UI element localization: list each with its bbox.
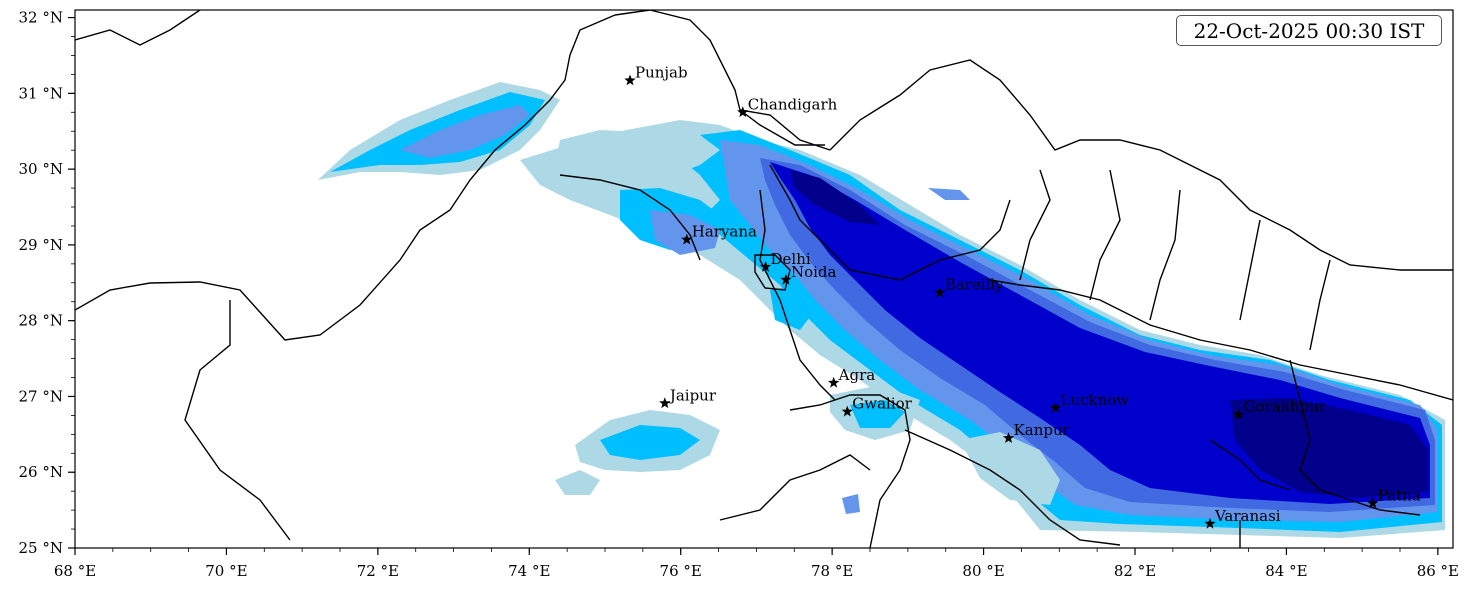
x-tick-label: 78 °E <box>811 562 853 580</box>
precip-south-patch-2 <box>555 470 600 495</box>
boundary-delhi <box>754 254 791 291</box>
precip-south-patch-1-mid <box>600 425 700 460</box>
city-star-icon <box>1002 432 1015 443</box>
y-tick-label: 28 °N <box>19 312 63 330</box>
city-label: Varanasi <box>1214 507 1281 525</box>
city-label: Chandigarh <box>748 95 838 113</box>
boundary-bihar <box>1289 359 1421 516</box>
boundary-mp-north <box>789 394 911 548</box>
boundary-lines <box>75 10 1453 548</box>
city-star-icon <box>934 286 946 298</box>
city-label: Jaipur <box>668 386 717 404</box>
boundary-nepal-internal-2 <box>1089 169 1121 301</box>
city-label: Agra <box>838 366 876 384</box>
boundary-mp-east <box>719 454 871 521</box>
y-axis: 25 °N 26 °N 27 °N 28 °N 29 °N 30 °N 31 °N 32 °N <box>19 9 75 557</box>
city-star-icon <box>1367 497 1379 509</box>
precip-noida-patch <box>770 285 815 330</box>
city-star-icon <box>1204 517 1216 529</box>
precip-nepal-streak <box>928 188 970 200</box>
timestamp-label: 22-Oct-2025 00:30 IST <box>1193 19 1425 43</box>
boundary-kashmir <box>614 10 831 151</box>
precip-level-6-core <box>1230 398 1428 498</box>
boundary-himachal <box>739 109 825 146</box>
city-star-icon <box>841 405 853 417</box>
city-star-icon <box>759 260 772 272</box>
x-tick-label: 84 °E <box>1265 562 1307 580</box>
y-tick-label: 32 °N <box>19 9 63 27</box>
x-tick-label: 86 °E <box>1417 562 1459 580</box>
x-axis: 68 °E 70 °E 72 °E 74 °E 76 °E 78 °E 80 °E 82 °E… <box>54 548 1459 580</box>
precip-west-streak-core <box>400 105 530 158</box>
x-tick-label: 70 °E <box>205 562 247 580</box>
boundary-rajasthan <box>184 300 291 541</box>
boundary-nepal-internal-4 <box>1239 219 1261 321</box>
x-tick-label: 68 °E <box>54 562 96 580</box>
y-tick-label: 25 °N <box>19 539 63 557</box>
x-tick-label: 82 °E <box>1114 562 1156 580</box>
city-star-icon <box>828 376 840 388</box>
precip-south-small <box>842 494 860 514</box>
y-tick-label: 29 °N <box>19 236 63 254</box>
city-label: Haryana <box>692 223 757 241</box>
precip-level-6-patch <box>790 170 880 225</box>
city-label: Noida <box>791 263 837 281</box>
city-star-icon <box>659 397 671 409</box>
boundary-nepal-internal-1 <box>1019 169 1051 281</box>
timestamp-box: 22-Oct-2025 00:30 IST <box>1176 15 1442 46</box>
x-tick-label: 80 °E <box>962 562 1004 580</box>
boundary-up-south <box>904 429 1121 546</box>
boundary-pakistan-west <box>75 14 616 341</box>
city-label: Punjab <box>635 63 688 81</box>
precip-agra-patch-mid <box>850 400 905 428</box>
city-label: Kanpur <box>1014 421 1071 439</box>
precip-haryana-blob <box>650 210 720 255</box>
city-star-icon <box>681 233 693 245</box>
city-label: Patna <box>1378 486 1421 504</box>
boundary-china <box>829 59 1453 271</box>
x-tick-label: 76 °E <box>660 562 702 580</box>
boundary-up-west <box>759 189 836 401</box>
city-star-icon <box>624 74 636 86</box>
precip-kanpur-patch <box>960 432 1060 505</box>
y-tick-label: 30 °N <box>19 160 63 178</box>
city-label: Gwalior <box>852 395 912 413</box>
city-star-icon <box>780 273 792 285</box>
plot-frame <box>74 9 1454 549</box>
city-label: Bareilly <box>945 276 1004 294</box>
boundary-nepal-south <box>989 279 1453 401</box>
boundary-punjab-haryana <box>559 174 701 261</box>
city-star-icon <box>737 106 749 118</box>
x-tick-label: 74 °E <box>508 562 550 580</box>
city-label: Lucknow <box>1061 391 1130 409</box>
city-label: Gorakhpur <box>1244 398 1327 416</box>
boundary-up-bihar <box>1209 439 1291 491</box>
boundary-uttarakhand <box>769 164 1011 281</box>
city-star-icon <box>1233 408 1245 420</box>
boundary-nepal-internal-3 <box>1149 189 1181 321</box>
y-tick-label: 27 °N <box>19 387 63 405</box>
y-tick-label: 31 °N <box>19 84 63 102</box>
precipitation-layer <box>318 82 1445 538</box>
city-star-icon <box>1049 401 1062 413</box>
y-tick-label: 26 °N <box>19 463 63 481</box>
city-label: Delhi <box>771 250 811 268</box>
boundary-pakistan-afghan <box>75 10 201 46</box>
x-tick-label: 72 °E <box>357 562 399 580</box>
boundary-nepal-internal-5 <box>1309 259 1331 351</box>
